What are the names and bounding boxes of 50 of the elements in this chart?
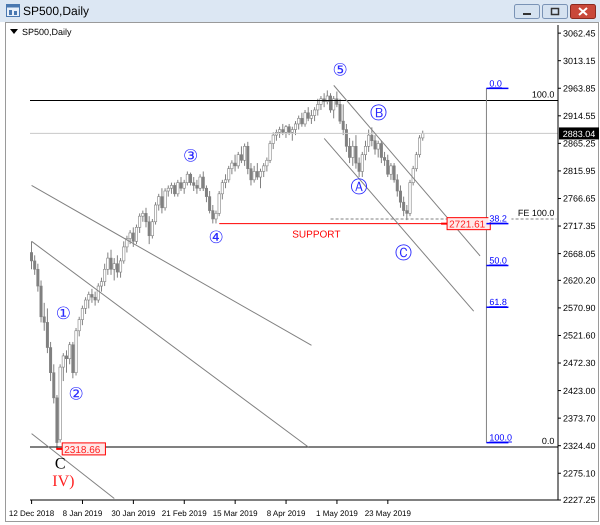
y-tick-label: 2227.25 bbox=[563, 495, 596, 506]
annotation: 0.0 bbox=[489, 78, 502, 88]
y-tick-label: 2275.10 bbox=[563, 468, 596, 478]
x-tick-label: 21 Feb 2019 bbox=[162, 509, 208, 518]
y-tick-label: 2717.35 bbox=[563, 221, 596, 232]
ref-line-label: SUPPORT bbox=[292, 230, 340, 241]
x-tick-label: 23 May 2019 bbox=[364, 509, 412, 518]
annotation: 2721.61 bbox=[449, 220, 486, 231]
y-tick-label: 2668.05 bbox=[563, 248, 596, 259]
annotation: IV) bbox=[52, 473, 75, 490]
x-tick-label: 15 Mar 2019 bbox=[212, 509, 258, 518]
annotation: ③ bbox=[183, 146, 198, 166]
y-tick-label: 2472.30 bbox=[563, 358, 596, 368]
x-tick-label: 8 Jan 2019 bbox=[62, 509, 103, 518]
y-tick-label: 2815.95 bbox=[563, 166, 596, 176]
y-tick-label: 3013.15 bbox=[563, 56, 596, 66]
y-tick-label: 2373.70 bbox=[563, 413, 596, 424]
annotation: ④ bbox=[208, 228, 224, 248]
chart-title: SP500,Daily bbox=[23, 4, 90, 18]
annotation: Ⓐ bbox=[350, 178, 368, 198]
x-tick-label: 8 Apr 2019 bbox=[266, 509, 306, 518]
x-tick-label: 30 Jan 2019 bbox=[111, 509, 156, 518]
y-tick-label: 2766.65 bbox=[563, 194, 596, 204]
y-tick-label: 2963.85 bbox=[563, 83, 596, 94]
annotation: 38.2 bbox=[489, 214, 507, 224]
annotation: 2318.66 bbox=[64, 444, 101, 456]
annotation: ① bbox=[56, 304, 72, 324]
annotation: 50.0 bbox=[489, 255, 507, 266]
y-tick-label: 2324.40 bbox=[563, 440, 596, 451]
annotation: C bbox=[54, 455, 66, 472]
y-tick-label: 2620.20 bbox=[563, 276, 596, 286]
annotation: Ⓑ bbox=[370, 103, 387, 124]
x-tick-label: 12 Dec 2018 bbox=[8, 509, 55, 518]
ref-line-label: 2883.04 bbox=[562, 128, 596, 139]
y-tick-label: 2521.60 bbox=[563, 330, 596, 341]
x-tick-label: 1 May 2019 bbox=[316, 509, 358, 518]
y-tick-label: 3062.45 bbox=[563, 28, 596, 38]
y-tick-label: 2865.25 bbox=[563, 138, 596, 149]
annotation: ⑤ bbox=[332, 60, 348, 80]
ref-line-label: FE 100.0 bbox=[518, 208, 554, 218]
y-tick-label: 2570.90 bbox=[563, 303, 596, 314]
annotation: ② bbox=[68, 384, 84, 404]
annotation: 100.0 bbox=[532, 89, 554, 100]
annotation: Ⓒ bbox=[395, 244, 412, 264]
y-tick-label: 2423.00 bbox=[563, 386, 596, 396]
chart-subtitle: SP500,Daily bbox=[22, 27, 72, 37]
y-tick-label: 2914.55 bbox=[563, 111, 596, 122]
annotation: 0.0 bbox=[542, 436, 554, 446]
annotation: 61.8 bbox=[489, 297, 507, 308]
annotation: 100.0 bbox=[489, 432, 512, 443]
